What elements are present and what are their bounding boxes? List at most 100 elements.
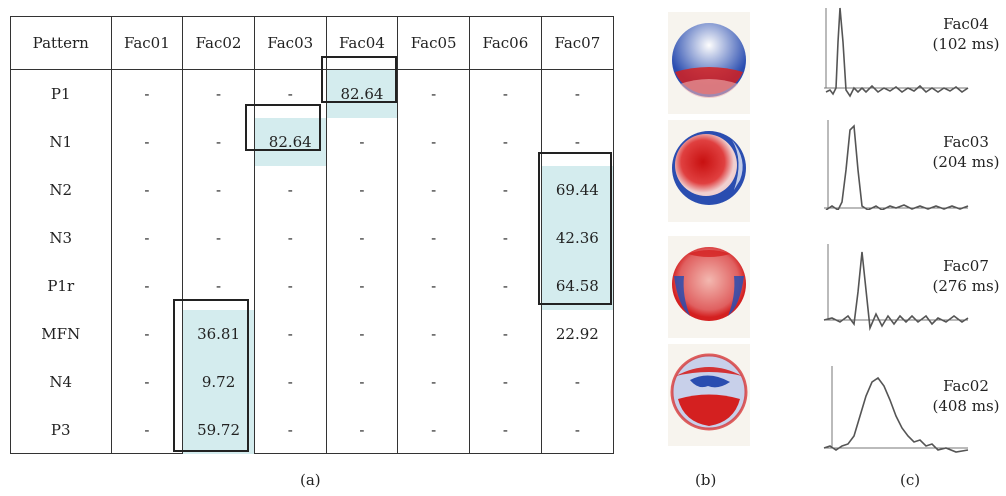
factor-cell: - [469, 166, 542, 214]
factor-cell: 36.81 [182, 310, 255, 358]
caption-b: (b) [695, 471, 717, 489]
table-row: MFN -36.81- - - -22.92 [11, 310, 613, 358]
pattern-cell: N1 [49, 133, 73, 151]
factor-cell: - [110, 166, 183, 214]
factor-cell: - [469, 214, 542, 262]
table-row: N3- - - - - -42.36 [11, 214, 613, 262]
topo-map-fac04 [668, 12, 750, 114]
factor-cell: - [325, 310, 398, 358]
factor-cell: - [182, 214, 255, 262]
table-row: P3-59.72- - - - - [11, 406, 613, 454]
factor-cell: - [397, 166, 470, 214]
factor-latency: (204 ms) [932, 153, 1000, 171]
pattern-cell: MFN [41, 325, 81, 343]
topo-map-fac07 [668, 236, 750, 338]
factor-latency: (102 ms) [932, 35, 1000, 53]
factor-label-fac07: Fac07 (276 ms) [930, 256, 1002, 296]
waveform-fac02 [820, 356, 970, 456]
factor-cell: - [397, 262, 470, 310]
header-fac05: Fac05 [397, 17, 470, 70]
table-header-row: Pattern Fac01 Fac02 Fac03 Fac04 Fac05 Fa… [11, 17, 613, 70]
factor-cell: - [325, 214, 398, 262]
factor-cell: - [253, 358, 327, 406]
table-row: N4-9.72- - - - - [11, 358, 613, 406]
header-fac03: Fac03 [253, 17, 327, 70]
factor-cell: 42.36 [540, 214, 613, 262]
factor-cell: 59.72 [182, 406, 255, 454]
factor-cell: - [253, 262, 327, 310]
header-fac01: Fac01 [110, 17, 183, 70]
factor-name: Fac07 [943, 257, 989, 275]
table-row: N1- -82.64- - - - [11, 118, 613, 166]
waveform-fac03 [820, 110, 970, 210]
factor-cell: - [397, 310, 470, 358]
pattern-cell: N3 [49, 229, 73, 247]
topo-map-fac03 [668, 120, 750, 222]
factor-name: Fac03 [943, 133, 989, 151]
factor-cell: - [540, 118, 613, 166]
factor-cell: - [469, 69, 542, 118]
header-fac07: Fac07 [540, 17, 613, 70]
factor-cell: - [110, 69, 183, 118]
factor-cell: - [469, 358, 542, 406]
factor-label-fac02: Fac02 (408 ms) [930, 376, 1002, 416]
pattern-cell: P1 [50, 85, 71, 103]
factor-cell: - [325, 118, 398, 166]
factor-latency: (276 ms) [932, 277, 1000, 295]
factor-cell: - [469, 406, 542, 454]
factor-cell: - [397, 214, 470, 262]
factor-cell: - [253, 406, 327, 454]
factor-cell: - [110, 262, 183, 310]
header-fac02: Fac02 [182, 17, 255, 70]
factor-name: Fac04 [943, 15, 989, 33]
factor-cell: - [397, 69, 470, 118]
factor-cell: - [253, 310, 327, 358]
factor-cell: - [182, 166, 255, 214]
pattern-cell: N4 [49, 373, 73, 391]
pattern-factor-table: Pattern Fac01 Fac02 Fac03 Fac04 Fac05 Fa… [11, 17, 613, 454]
factor-cell: - [253, 69, 327, 118]
factor-label-fac03: Fac03 (204 ms) [930, 132, 1002, 172]
topo-map-fac02 [668, 344, 750, 446]
factor-cell: - [110, 214, 183, 262]
factor-cell: 64.58 [540, 262, 613, 310]
factor-cell: - [325, 406, 398, 454]
header-pattern: Pattern [11, 17, 111, 70]
factor-cell: - [469, 118, 542, 166]
factor-cell: - [325, 166, 398, 214]
factor-cell: - [469, 310, 542, 358]
factor-cell: - [397, 406, 470, 454]
factor-cell: - [110, 406, 183, 454]
factor-latency: (408 ms) [932, 397, 1000, 415]
factor-cell: - [110, 118, 183, 166]
factor-cell: - [325, 262, 398, 310]
factor-cell: 82.64 [253, 118, 327, 166]
pattern-cell: P1r [47, 277, 75, 295]
waveform-fac07 [820, 232, 970, 332]
factor-cell: - [540, 358, 613, 406]
factor-cell: 69.44 [540, 166, 613, 214]
table-row: P1r - - - - - -64.58 [11, 262, 613, 310]
factor-cell: - [540, 69, 613, 118]
caption-c: (c) [900, 471, 921, 489]
factor-table: Pattern Fac01 Fac02 Fac03 Fac04 Fac05 Fa… [10, 16, 614, 454]
header-fac04: Fac04 [325, 17, 398, 70]
table-row: N2- - - - - -69.44 [11, 166, 613, 214]
factor-cell: - [182, 69, 255, 118]
caption-a: (a) [300, 471, 321, 489]
waveform-fac04 [820, 2, 970, 102]
factor-name: Fac02 [943, 377, 989, 395]
pattern-cell: N2 [49, 181, 73, 199]
factor-cell: - [253, 166, 327, 214]
factor-cell: - [110, 358, 183, 406]
factor-cell: - [469, 262, 542, 310]
header-fac06: Fac06 [469, 17, 542, 70]
factor-cell: - [110, 310, 183, 358]
factor-label-fac04: Fac04 (102 ms) [930, 14, 1002, 54]
factor-cell: - [397, 358, 470, 406]
factor-cell: - [253, 214, 327, 262]
factor-cell: - [182, 262, 255, 310]
factor-cell: 9.72 [182, 358, 255, 406]
pattern-cell: P3 [50, 421, 71, 439]
table-row: P1- - -82.64- - - [11, 69, 613, 118]
